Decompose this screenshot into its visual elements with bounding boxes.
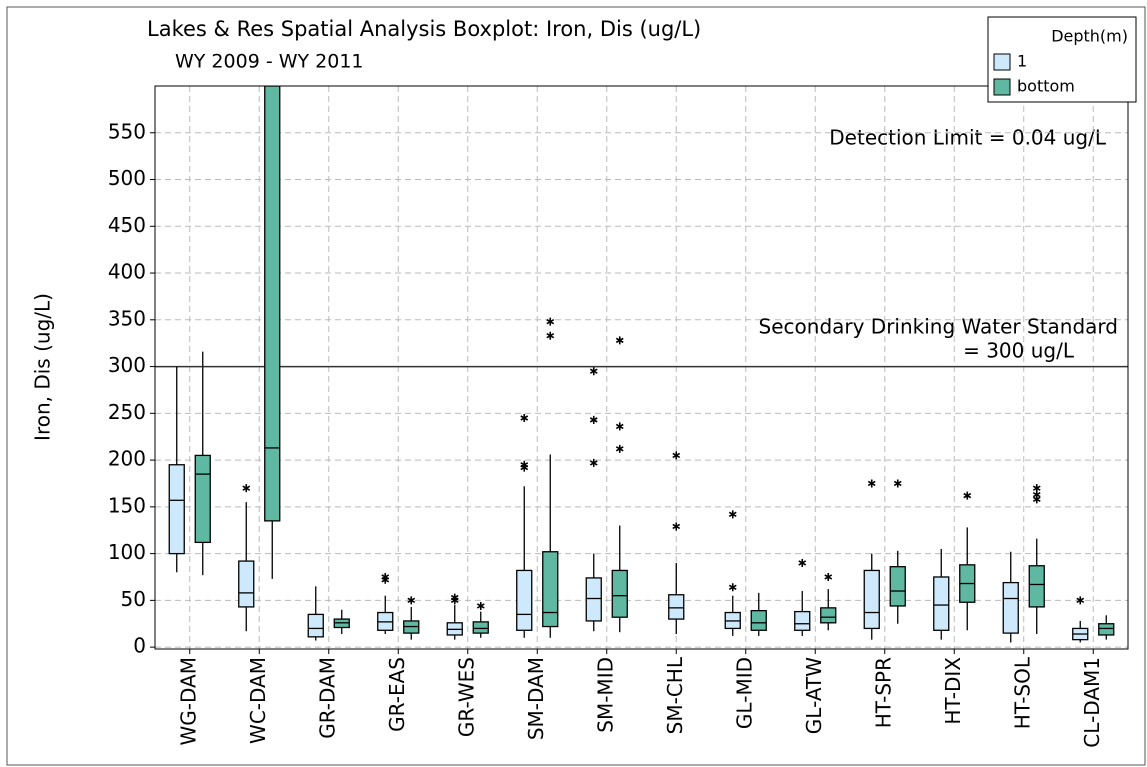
y-tick-label: 50 <box>121 587 146 611</box>
outlier <box>546 331 555 340</box>
reference-label: = 300 ug/L <box>963 339 1075 363</box>
legend-swatch <box>993 53 1011 71</box>
outlier <box>824 572 833 581</box>
box <box>863 569 880 630</box>
outlier <box>615 336 624 345</box>
y-tick-label: 500 <box>108 166 146 190</box>
box <box>542 551 559 628</box>
outlier <box>728 510 737 519</box>
box <box>168 464 185 555</box>
outlier <box>867 479 876 488</box>
box <box>238 560 255 608</box>
x-tick-label: SM-DAM <box>524 657 548 740</box>
y-tick-label: 350 <box>108 306 146 330</box>
box <box>516 569 533 631</box>
y-axis-label: Iron, Dis (ug/L) <box>31 293 55 441</box>
box <box>668 594 685 620</box>
chart-subtitle: WY 2009 - WY 2011 <box>175 51 364 73</box>
chart-title: Lakes & Res Spatial Analysis Boxplot: Ir… <box>147 17 701 41</box>
y-tick-label: 250 <box>108 400 146 424</box>
legend: Depth(m) 1 bottom <box>987 16 1137 103</box>
legend-swatch <box>993 78 1011 96</box>
box <box>585 577 602 622</box>
x-tick-label: GR-EAS <box>385 657 409 732</box>
axes: 0 50 100 150 200 250 300 350 400 450 500 550 WG-DAM W… <box>108 119 1118 747</box>
y-tick-label: 400 <box>108 260 146 284</box>
x-tick-label: GL-ATW <box>802 657 826 734</box>
plot-marks <box>155 86 1128 643</box>
outlier <box>520 414 529 423</box>
outlier <box>1076 596 1085 605</box>
x-tick-label: WC-DAM <box>246 657 270 744</box>
annotation: Detection Limit = 0.04 ug/L <box>829 126 1107 150</box>
x-tick-label: SM-CHL <box>663 656 687 734</box>
outlier <box>672 522 681 531</box>
y-tick-label: 0 <box>133 634 146 658</box>
x-tick-label: SM-MID <box>593 657 617 733</box>
outlier <box>798 558 807 567</box>
y-tick-label: 200 <box>108 447 146 471</box>
x-tick-label: WG-DAM <box>176 657 200 745</box>
outlier <box>615 422 624 431</box>
frame <box>6 6 1146 766</box>
legend-box <box>987 16 1137 103</box>
outlier <box>1032 484 1041 493</box>
x-tick-label: HT-SOL <box>1010 656 1034 729</box>
x-tick-label: GR-DAM <box>315 657 339 739</box>
outlier <box>589 458 598 467</box>
y-tick-label: 450 <box>108 213 146 237</box>
x-tick-label: CL-DAM1 <box>1080 657 1104 748</box>
box <box>1002 581 1019 634</box>
box <box>750 610 767 631</box>
outlier <box>476 601 485 610</box>
outlier <box>381 572 390 581</box>
box <box>933 576 950 631</box>
outlier <box>728 583 737 592</box>
outlier <box>589 367 598 376</box>
x-tick-label: GR-WES <box>454 657 478 737</box>
x-tick-label: GL-MID <box>732 657 756 729</box>
outlier <box>242 484 251 493</box>
box <box>1098 623 1115 636</box>
outlier <box>672 451 681 460</box>
y-tick-label: 550 <box>108 119 146 143</box>
box <box>889 566 906 607</box>
box <box>264 86 281 522</box>
box <box>611 569 628 618</box>
outlier <box>615 444 624 453</box>
box <box>194 454 211 544</box>
legend-label: bottom <box>1017 77 1075 96</box>
outlier <box>520 460 529 469</box>
outlier <box>893 479 902 488</box>
outlier <box>450 593 459 602</box>
outlier <box>407 596 416 605</box>
x-tick-label: HT-SPR <box>871 657 895 728</box>
x-tick-label: HT-DIX <box>941 657 965 725</box>
legend-title: Depth(m) <box>1051 27 1128 46</box>
y-tick-label: 100 <box>108 540 146 564</box>
box <box>1028 565 1045 608</box>
plot-border <box>154 85 1129 650</box>
y-tick-label: 300 <box>108 353 146 377</box>
legend-label: 1 <box>1017 52 1027 71</box>
outlier <box>546 317 555 326</box>
box <box>820 607 837 624</box>
box <box>794 610 811 631</box>
outlier <box>963 491 972 500</box>
reference-label: Secondary Drinking Water Standard <box>759 315 1118 339</box>
y-tick-label: 150 <box>108 493 146 517</box>
outlier <box>589 415 598 424</box>
box <box>472 621 489 634</box>
box <box>307 613 324 638</box>
